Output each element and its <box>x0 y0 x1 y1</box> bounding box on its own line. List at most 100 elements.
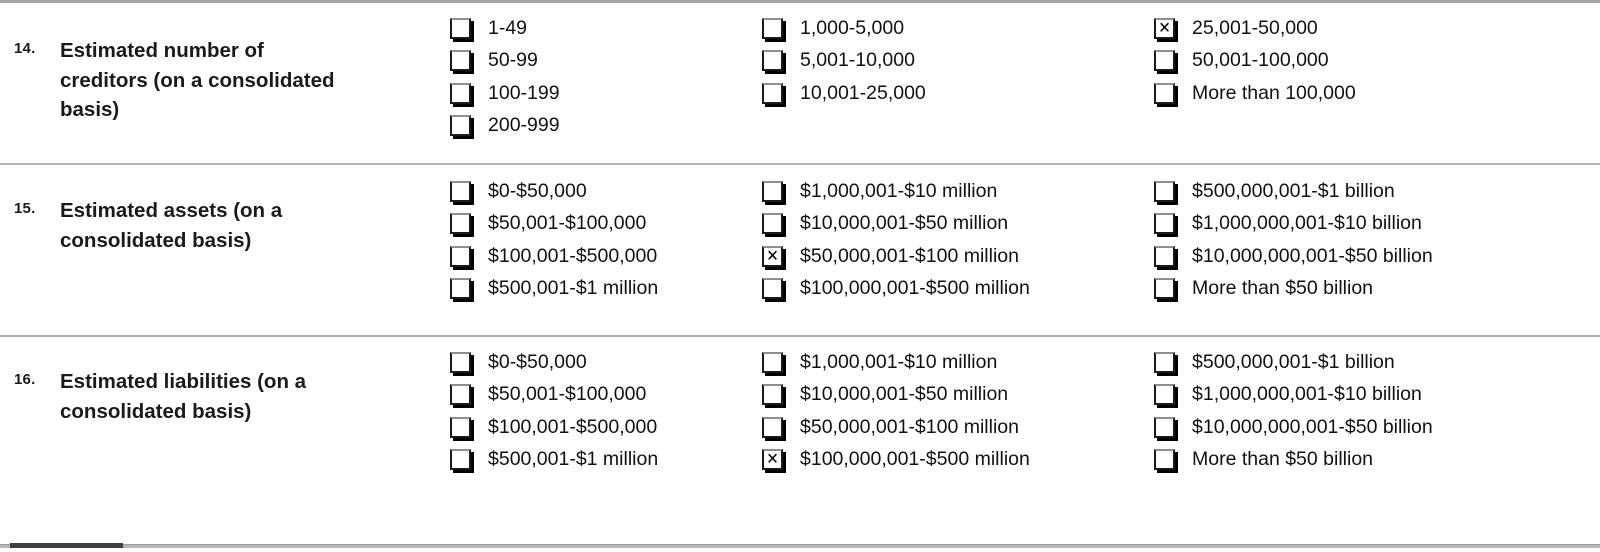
checkbox-icon[interactable] <box>762 278 783 299</box>
options-column-3: $500,000,001-$1 billion $1,000,000,001-$1… <box>1154 337 1600 540</box>
checkbox-icon[interactable] <box>762 416 783 438</box>
option-label: $500,000,001-$1 billion <box>1192 179 1395 202</box>
form-section: 14. Estimated number of creditors (on a c… <box>0 3 1600 540</box>
checkbox-checked-icon[interactable] <box>762 449 783 470</box>
checkbox-icon[interactable] <box>762 17 783 39</box>
option-label: $0-$50,000 <box>488 179 587 202</box>
checkbox-icon[interactable] <box>1154 180 1175 202</box>
option-label: $500,000,001-$1 billion <box>1192 350 1395 373</box>
checkbox-option[interactable]: $0-$50,000 <box>450 179 762 203</box>
question-label: Estimated liabilities (on a consolidated… <box>60 370 307 423</box>
checkbox-icon[interactable] <box>762 351 783 373</box>
checkbox-option[interactable]: $100,000,001-$500 million <box>762 277 1154 301</box>
checkbox-icon[interactable] <box>450 50 471 71</box>
option-label: $10,000,000,001-$50 billion <box>1192 244 1433 267</box>
checkbox-icon[interactable] <box>762 213 783 234</box>
checkbox-option[interactable]: $10,000,001-$50 million <box>762 212 1154 236</box>
checkbox-option[interactable]: $500,001-$1 million <box>450 448 762 472</box>
checkbox-option[interactable]: More than $50 billion <box>1154 277 1600 301</box>
option-label: $500,001-$1 million <box>488 448 659 470</box>
question-row-15: 15. Estimated assets (on a consolidated b… <box>0 165 1600 337</box>
option-label: $50,001-$100,000 <box>488 212 647 234</box>
checkbox-option[interactable]: $10,000,000,001-$50 billion <box>1154 415 1600 439</box>
checkbox-icon[interactable] <box>1154 245 1175 267</box>
checkbox-checked-icon[interactable] <box>762 245 783 267</box>
options-column-2: 1,000-5,000 5,001-10,000 10,001-25,000 <box>762 3 1154 163</box>
options-column-2: $1,000,001-$10 million $10,000,001-$50 mi… <box>762 165 1154 335</box>
checkbox-option[interactable]: $500,000,001-$1 billion <box>1154 350 1600 374</box>
checkbox-icon[interactable] <box>762 82 783 104</box>
checkbox-option[interactable]: $1,000,001-$10 million <box>762 179 1154 203</box>
checkbox-option[interactable]: More than 100,000 <box>1154 81 1600 105</box>
checkbox-option[interactable]: 100-199 <box>450 81 762 105</box>
checkbox-option[interactable]: $50,000,001-$100 million <box>762 415 1154 439</box>
option-label: $50,001-$100,000 <box>488 383 647 405</box>
question-label-cell: 14. Estimated number of creditors (on a c… <box>0 3 450 163</box>
checkbox-option[interactable]: $50,001-$100,000 <box>450 212 762 236</box>
checkbox-icon[interactable] <box>450 245 471 267</box>
checkbox-option[interactable]: $10,000,000,001-$50 billion <box>1154 244 1600 268</box>
checkbox-option[interactable]: 5,001-10,000 <box>762 49 1154 73</box>
checkbox-icon[interactable] <box>1154 416 1175 438</box>
checkbox-option[interactable]: 200-999 <box>450 114 762 138</box>
checkbox-icon[interactable] <box>450 82 471 104</box>
options-column-3: $500,000,001-$1 billion $1,000,000,001-$1… <box>1154 165 1600 335</box>
checkbox-icon[interactable] <box>450 416 471 438</box>
question-row-14: 14. Estimated number of creditors (on a c… <box>0 3 1600 165</box>
checkbox-option[interactable]: 50-99 <box>450 49 762 73</box>
checkbox-option[interactable]: $1,000,000,001-$10 billion <box>1154 212 1600 236</box>
option-label: $10,000,000,001-$50 billion <box>1192 415 1433 438</box>
checkbox-icon[interactable] <box>1154 384 1175 405</box>
question-label: Estimated assets (on a consolidated basi… <box>60 199 283 252</box>
checkbox-option[interactable]: 10,001-25,000 <box>762 81 1154 105</box>
checkbox-option[interactable]: $1,000,000,001-$10 billion <box>1154 383 1600 407</box>
checkbox-icon[interactable] <box>762 50 783 71</box>
option-label: More than $50 billion <box>1192 277 1374 299</box>
checkbox-option[interactable]: $100,001-$500,000 <box>450 415 762 439</box>
checkbox-icon[interactable] <box>450 213 471 234</box>
checkbox-option[interactable]: 1,000-5,000 <box>762 16 1154 40</box>
checkbox-icon[interactable] <box>450 17 471 39</box>
checkbox-icon[interactable] <box>450 278 471 299</box>
checkbox-checked-icon[interactable] <box>1154 17 1175 39</box>
checkbox-icon[interactable] <box>450 115 471 136</box>
checkbox-option[interactable]: 50,001-100,000 <box>1154 49 1600 73</box>
checkbox-option[interactable]: 25,001-50,000 <box>1154 16 1600 40</box>
checkbox-icon[interactable] <box>1154 82 1175 104</box>
option-label: 200-999 <box>488 114 560 136</box>
option-label: $1,000,001-$10 million <box>800 179 998 202</box>
option-label: 5,001-10,000 <box>800 49 915 71</box>
checkbox-icon[interactable] <box>450 351 471 373</box>
checkbox-option[interactable]: More than $50 billion <box>1154 448 1600 472</box>
checkbox-icon[interactable] <box>1154 449 1175 470</box>
checkbox-icon[interactable] <box>450 384 471 405</box>
checkbox-icon[interactable] <box>1154 50 1175 71</box>
checkbox-option[interactable]: $10,000,001-$50 million <box>762 383 1154 407</box>
checkbox-option[interactable]: $500,000,001-$1 billion <box>1154 179 1600 203</box>
checkbox-option[interactable]: $50,000,001-$100 million <box>762 244 1154 268</box>
option-label: 100-199 <box>488 81 560 104</box>
checkbox-icon[interactable] <box>1154 213 1175 234</box>
checkbox-option[interactable]: $1,000,001-$10 million <box>762 350 1154 374</box>
checkbox-option[interactable]: $0-$50,000 <box>450 350 762 374</box>
checkbox-option[interactable]: $50,001-$100,000 <box>450 383 762 407</box>
option-label: $1,000,000,001-$10 billion <box>1192 383 1422 405</box>
checkbox-icon[interactable] <box>762 384 783 405</box>
checkbox-option[interactable]: 1-49 <box>450 16 762 40</box>
option-label: 1,000-5,000 <box>800 16 905 39</box>
checkbox-icon[interactable] <box>1154 351 1175 373</box>
checkbox-option[interactable]: $100,000,001-$500 million <box>762 448 1154 472</box>
checkbox-icon[interactable] <box>762 180 783 202</box>
checkbox-icon[interactable] <box>450 180 471 202</box>
option-label: 50,001-100,000 <box>1192 49 1329 71</box>
option-label: 25,001-50,000 <box>1192 16 1318 39</box>
option-label: 10,001-25,000 <box>800 81 926 104</box>
question-row-16: 16. Estimated liabilities (on a consolida… <box>0 337 1600 540</box>
options-column-1: $0-$50,000 $50,001-$100,000 $100,001-$500,… <box>450 165 762 335</box>
checkbox-icon[interactable] <box>1154 278 1175 299</box>
option-label: More than 100,000 <box>1192 81 1356 104</box>
checkbox-option[interactable]: $100,001-$500,000 <box>450 244 762 268</box>
option-label: $100,000,001-$500 million <box>800 448 1030 470</box>
checkbox-icon[interactable] <box>450 449 471 470</box>
checkbox-option[interactable]: $500,001-$1 million <box>450 277 762 301</box>
